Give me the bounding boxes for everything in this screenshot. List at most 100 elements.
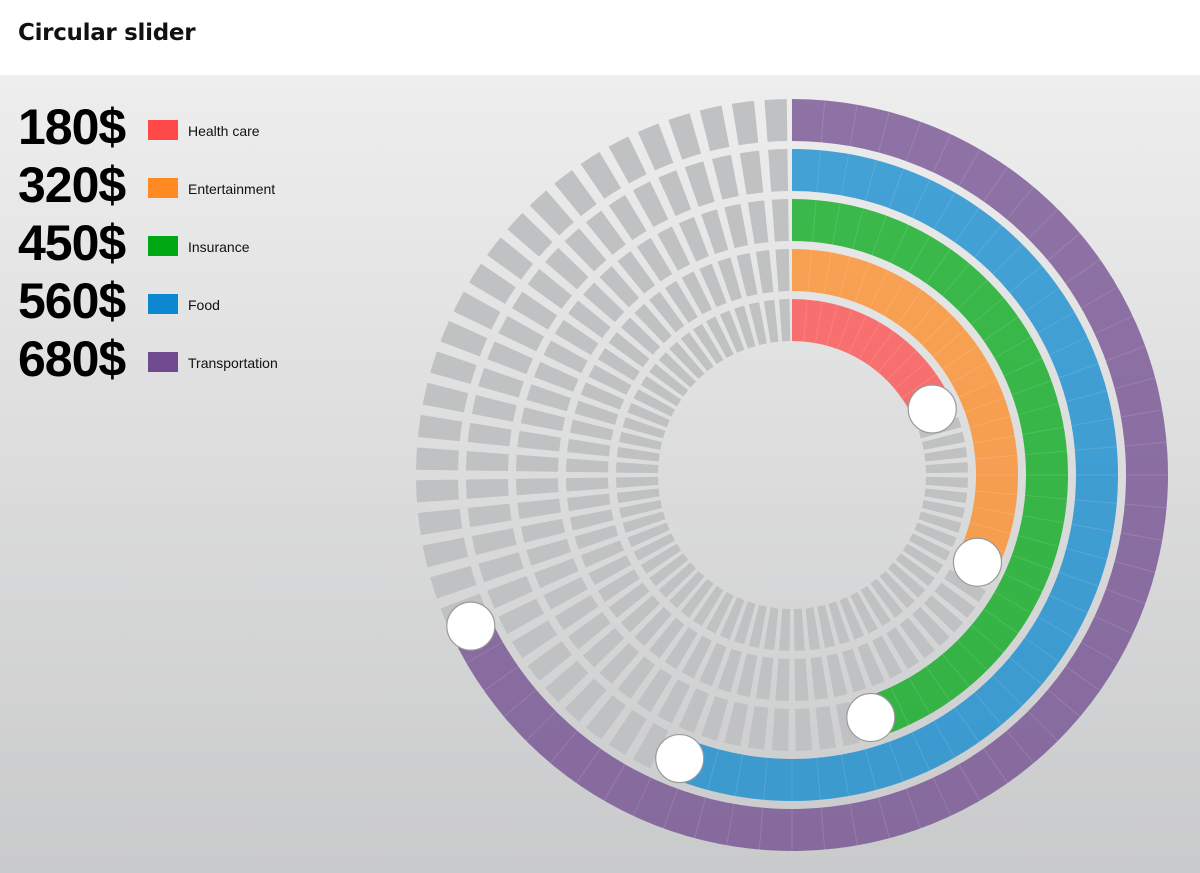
track-segment[interactable] [554,319,599,356]
track-segment[interactable] [616,476,659,488]
track-segment[interactable] [775,249,790,292]
track-segment[interactable] [416,479,459,503]
track-segment[interactable] [649,291,685,333]
track-segment[interactable] [422,537,469,568]
track-segment[interactable] [934,582,976,618]
track-segment[interactable] [545,247,589,290]
track-segment[interactable] [764,99,788,142]
track-segment[interactable] [583,627,625,668]
track-segment[interactable] [706,316,734,359]
track-segment[interactable] [724,701,749,747]
track-segment[interactable] [886,627,920,670]
track-segment[interactable] [478,367,524,398]
track-segment[interactable] [771,199,789,242]
track-segment[interactable] [717,257,742,302]
track-segment[interactable] [731,100,759,146]
track-segment[interactable] [944,569,987,603]
track-segment[interactable] [467,422,512,447]
track-segment[interactable] [585,695,626,740]
track-segment[interactable] [430,565,477,599]
track-segment[interactable] [417,508,463,536]
track-segment[interactable] [599,642,640,684]
track-segment[interactable] [417,414,463,442]
progress-arc[interactable] [792,249,1018,572]
track-segment[interactable] [636,237,673,282]
track-segment[interactable] [533,361,579,392]
track-segment[interactable] [699,642,727,687]
track-segment[interactable] [826,653,848,697]
track-segment[interactable] [748,604,767,648]
track-segment[interactable] [564,228,607,272]
track-segment[interactable] [616,446,660,462]
track-segment[interactable] [585,210,626,255]
track-segment[interactable] [529,190,574,236]
track-segment[interactable] [422,382,469,413]
track-segment[interactable] [839,597,865,640]
track-segment[interactable] [719,310,745,353]
track-segment[interactable] [693,585,724,627]
track-segment[interactable] [580,540,625,568]
track-segment[interactable] [701,209,729,255]
track-segment[interactable] [471,395,517,422]
track-segment[interactable] [608,709,647,756]
track-segment[interactable] [453,291,501,330]
track-segment[interactable] [608,136,647,184]
track-segment[interactable] [680,332,714,372]
ring-entertainment[interactable] [566,249,1018,701]
ring-insurance[interactable] [516,199,1068,751]
track-segment[interactable] [580,382,625,410]
knob-entertainment-handle[interactable] [952,537,1003,587]
track-segment[interactable] [526,384,572,412]
knob-transportation-handle[interactable] [446,601,496,651]
track-segment[interactable] [487,575,533,609]
track-segment[interactable] [908,533,951,561]
track-segment[interactable] [795,708,813,751]
track-segment[interactable] [779,299,791,342]
track-segment[interactable] [469,263,516,304]
track-segment[interactable] [817,604,836,648]
track-segment[interactable] [794,658,809,701]
knob-health-care-handle[interactable] [907,384,957,434]
track-segment[interactable] [924,488,968,504]
track-segment[interactable] [681,271,712,315]
track-segment[interactable] [918,511,962,533]
track-segment[interactable] [430,351,477,385]
track-segment[interactable] [850,591,878,634]
track-segment[interactable] [664,627,698,670]
track-segment[interactable] [921,431,965,450]
track-segment[interactable] [517,430,562,452]
track-segment[interactable] [693,323,724,365]
track-segment[interactable] [747,200,769,245]
track-segment[interactable] [681,635,712,679]
track-segment[interactable] [527,641,572,682]
track-segment[interactable] [668,113,702,160]
progress-arc[interactable] [792,199,1068,738]
track-segment[interactable] [526,538,572,566]
knob-food-handle[interactable] [655,733,705,784]
track-segment[interactable] [734,305,756,349]
track-segment[interactable] [627,402,670,428]
track-segment[interactable] [719,597,745,640]
track-segment[interactable] [478,552,524,583]
track-segment[interactable] [747,705,769,750]
track-segment[interactable] [634,303,672,344]
track-segment[interactable] [566,458,609,473]
track-segment[interactable] [567,493,611,512]
track-segment[interactable] [564,678,607,722]
track-segment[interactable] [599,266,640,308]
track-segment[interactable] [583,282,625,323]
track-segment[interactable] [487,341,533,375]
track-segment[interactable] [634,606,672,647]
track-segment[interactable] [616,488,660,504]
track-segment[interactable] [487,237,534,280]
track-segment[interactable] [543,576,588,610]
track-segment[interactable] [763,607,779,651]
track-segment[interactable] [416,447,459,471]
track-segment[interactable] [568,611,611,650]
track-segment[interactable] [658,352,696,388]
track-segment[interactable] [815,705,837,750]
knob-insurance-handle[interactable] [846,692,896,743]
track-segment[interactable] [739,150,764,195]
track-segment[interactable] [588,364,632,395]
track-segment[interactable] [466,451,509,472]
